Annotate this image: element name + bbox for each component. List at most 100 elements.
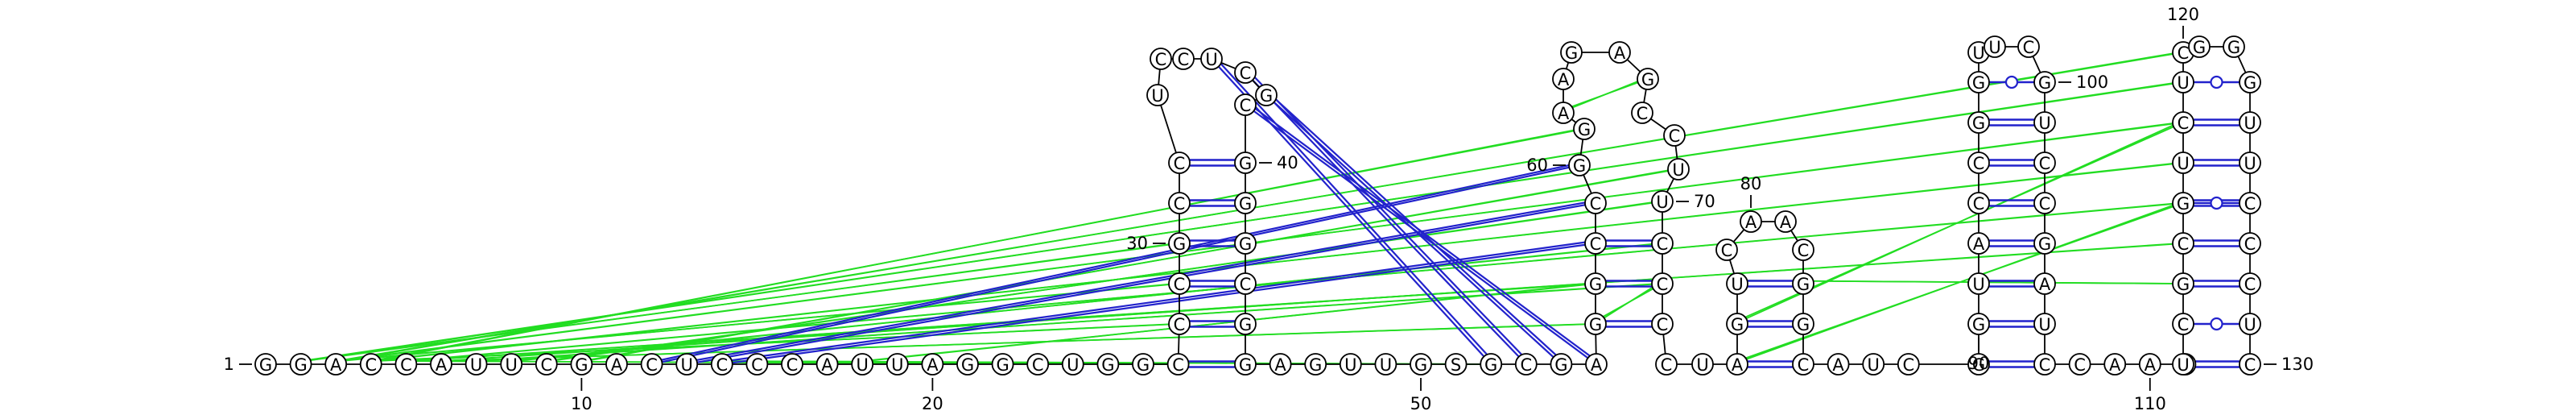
nucleotide-letter: U	[2177, 355, 2189, 375]
gu-wobble-pair	[2210, 196, 2223, 210]
nucleotide-letter: U	[681, 355, 693, 375]
nucleotide-letter: U	[1868, 355, 1880, 375]
nucleotide: G	[2223, 35, 2245, 58]
position-label: 120	[2167, 5, 2199, 39]
position-number: 40	[1277, 153, 1298, 172]
nucleotide-letter: C	[646, 355, 658, 375]
nucleotide: C	[1897, 353, 1920, 376]
pseudoknot-line	[656, 160, 1585, 363]
nucleotide-letter: G	[1731, 315, 1744, 334]
gu-wobble-marker	[2004, 75, 2019, 89]
position-number: 20	[922, 394, 943, 413]
nucleotide-circle	[1651, 232, 1674, 255]
pseudoknot-pairs	[651, 58, 1602, 366]
nucleotide-letter: A	[1614, 44, 1626, 63]
nucleotide-circle	[1584, 192, 1607, 214]
nucleotide-circle	[1792, 353, 1814, 376]
nucleotide: C	[1234, 61, 1257, 84]
nucleotide: A	[1726, 353, 1748, 376]
nucleotide: C	[535, 353, 558, 376]
nucleotide-letter: C	[1155, 50, 1167, 69]
nucleotide-letter: G	[1578, 120, 1591, 139]
nucleotide-circle	[1967, 353, 1990, 376]
nucleotide-letter: C	[1669, 127, 1681, 146]
position-number: 110	[2134, 394, 2166, 413]
nucleotide-circle	[1897, 353, 1920, 376]
nucleotide-circle	[1234, 272, 1257, 295]
nucleotide: G	[570, 353, 593, 376]
nucleotide-letter: C	[2074, 355, 2086, 375]
nucleotide-letter: S	[1451, 355, 1461, 375]
nucleotide: G	[1132, 353, 1154, 376]
nucleotide-circle	[1726, 353, 1748, 376]
pseudoknot-line	[1245, 72, 1527, 365]
nucleotide-circle	[1585, 353, 1608, 376]
nucleotide-circle	[2239, 71, 2261, 93]
nucleotide-circle	[1573, 118, 1596, 140]
nucleotide: C	[1166, 353, 1190, 376]
nucleotide-circle	[1150, 48, 1172, 70]
nucleotide-circle	[359, 353, 382, 376]
pseudoknot-line	[721, 242, 1596, 366]
position-number: 130	[2281, 355, 2314, 374]
nucleotide-letter: G	[294, 355, 307, 375]
nucleotide-letter: C	[1973, 194, 1985, 214]
nucleotide-letter: C	[1590, 194, 1602, 214]
nucleotide-circle	[1552, 102, 1575, 124]
nucleotide-circle	[1967, 232, 1990, 255]
nucleotide-letter: U	[2244, 114, 2256, 133]
nucleotide-letter: G	[575, 355, 588, 375]
nucleotide-letter: A	[2039, 275, 2051, 294]
nucleotide-letter: G	[1565, 44, 1578, 63]
nucleotide: G	[1550, 353, 1573, 376]
long-range-interaction-line	[585, 168, 1675, 362]
gu-wobble-pair	[2210, 75, 2223, 89]
nucleotide-letter: G	[259, 355, 272, 375]
nucleotide-letter: C	[1172, 355, 1184, 375]
nucleotide-circle	[1651, 313, 1674, 335]
nucleotide-letter: G	[1797, 315, 1810, 334]
nucleotide-circle	[1967, 272, 1990, 295]
nucleotide: U	[464, 353, 488, 376]
nucleotide-letter: U	[2244, 315, 2256, 334]
position-number: 100	[2076, 73, 2108, 92]
nucleotide: G	[1637, 68, 1659, 90]
nucleotide-letter: G	[1239, 234, 1252, 254]
nucleotide-circle	[1663, 124, 1686, 147]
nucleotide-letter: C	[2039, 355, 2051, 375]
nucleotide-circle	[1168, 272, 1191, 295]
long-range-interactions	[300, 52, 2184, 365]
nucleotide-letter: C	[1657, 234, 1669, 254]
nucleotide-circle	[1132, 353, 1154, 376]
position-number: 120	[2167, 5, 2199, 24]
nucleotide-letter: C	[1637, 104, 1649, 123]
nucleotide: U	[675, 353, 699, 376]
nucleotide-letter: C	[716, 355, 728, 375]
nucleotide: S	[1444, 353, 1468, 376]
nucleotide: A	[815, 353, 839, 376]
gu-wobble-marker	[2210, 317, 2223, 331]
long-range-interaction-line	[1740, 280, 2180, 284]
nucleotide-letter: G	[1554, 355, 1567, 375]
nucleotide-letter: C	[751, 355, 763, 375]
nucleotide-letter: C	[1174, 275, 1186, 294]
nucleotide-letter: C	[1798, 355, 1810, 375]
nucleotide-circle	[2172, 192, 2194, 214]
position-label: 110	[2134, 378, 2166, 413]
nucleotide: C	[1792, 353, 1814, 376]
nucleotide: U	[2172, 353, 2194, 376]
pseudoknot-line	[1249, 104, 1602, 365]
nucleotide-letter: G	[1173, 234, 1186, 254]
nucleotide: U	[1726, 272, 1748, 295]
nucleotide-circle	[289, 353, 312, 376]
nucleotide-circle	[921, 353, 944, 376]
nucleotide: U	[1651, 190, 1674, 213]
nucleotide-circle	[1691, 353, 1714, 376]
nucleotide: C	[1792, 239, 1814, 261]
nucleotide-letter: G	[996, 355, 1009, 375]
nucleotide: G	[1234, 232, 1257, 255]
nucleotide-letter: U	[2177, 73, 2189, 93]
nucleotide: G	[1096, 353, 1120, 376]
nucleotide: A	[1774, 210, 1797, 233]
nucleotide-letter: G	[961, 355, 974, 375]
